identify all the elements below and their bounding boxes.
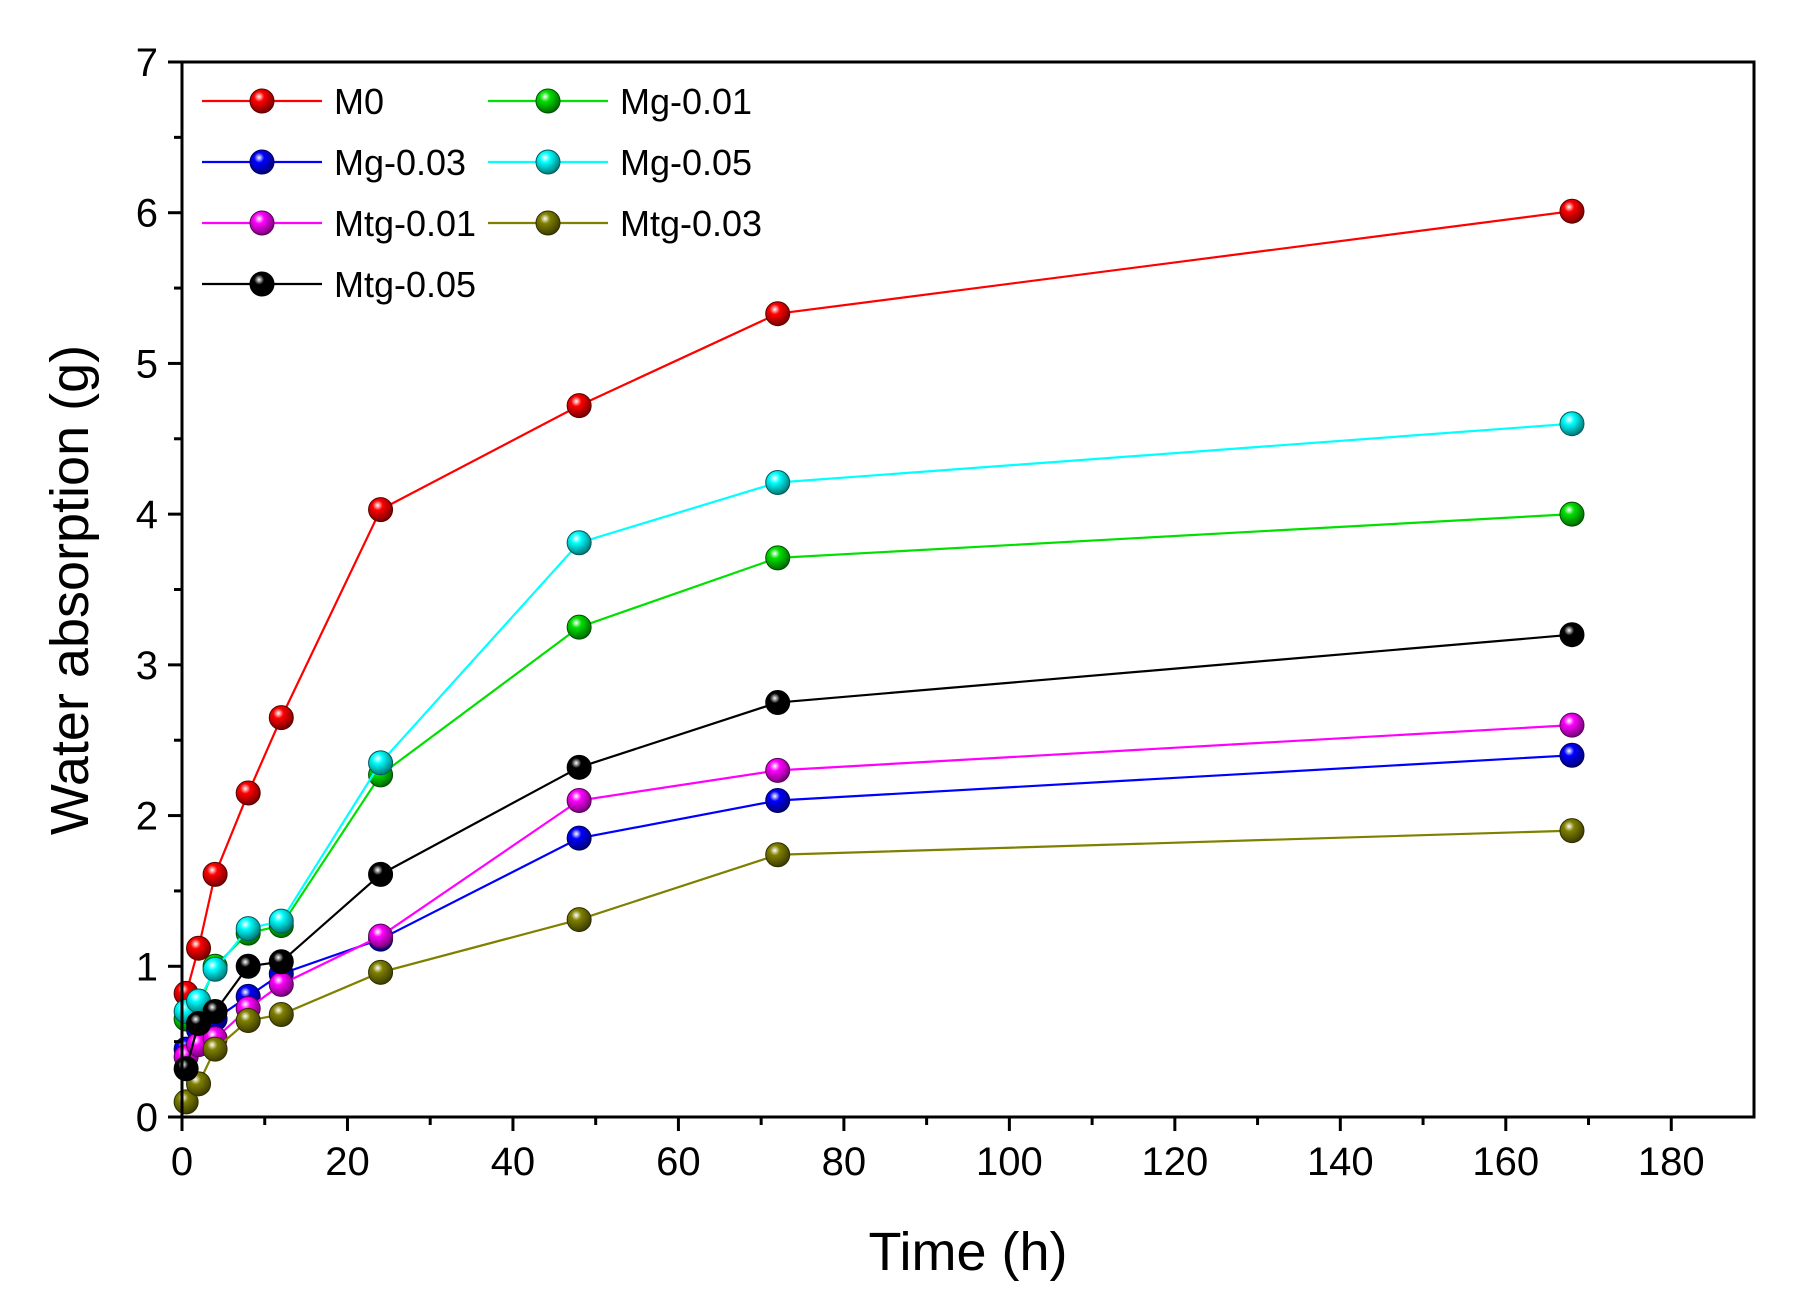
series-layer	[173, 198, 1585, 1115]
data-point	[765, 842, 791, 868]
series-line	[185, 724, 1573, 1058]
x-tick-label: 180	[1638, 1140, 1705, 1184]
data-point	[268, 705, 294, 731]
data-point	[765, 545, 791, 571]
series-line	[185, 422, 1573, 1013]
y-tick-label: 0	[136, 1096, 158, 1140]
y-tick-label: 3	[136, 644, 158, 688]
series-line	[185, 829, 1573, 1103]
data-point	[173, 1089, 199, 1115]
legend-label: Mtg-0.01	[334, 203, 476, 244]
data-point	[1559, 622, 1585, 648]
data-point	[235, 1008, 261, 1034]
legend-item: M0	[202, 81, 384, 122]
data-point	[566, 754, 592, 780]
legend-marker	[249, 88, 275, 114]
data-point	[368, 959, 394, 985]
series-mg-0-03	[173, 742, 1585, 1062]
data-point	[765, 469, 791, 495]
x-tick-label: 140	[1307, 1140, 1374, 1184]
data-point	[268, 1002, 294, 1028]
legend-marker	[535, 88, 561, 114]
x-tick-label: 0	[171, 1140, 193, 1184]
data-point	[202, 861, 228, 887]
legend-label: Mg-0.03	[334, 142, 466, 183]
legend-item: Mg-0.01	[488, 81, 752, 122]
data-point	[235, 916, 261, 942]
x-tick-label: 160	[1472, 1140, 1539, 1184]
data-point	[235, 780, 261, 806]
data-point	[1559, 198, 1585, 224]
data-point	[1559, 742, 1585, 768]
series-mg-0-05	[173, 411, 1585, 1024]
data-point	[202, 956, 228, 982]
data-point	[566, 614, 592, 640]
data-point	[1559, 411, 1585, 437]
data-point	[1559, 818, 1585, 844]
y-tick-label: 1	[136, 945, 158, 989]
data-point	[173, 1056, 199, 1082]
legend-marker	[249, 149, 275, 175]
legend-item: Mtg-0.03	[488, 203, 762, 244]
data-point	[566, 788, 592, 813]
series-mtg-0-03	[173, 818, 1585, 1115]
legend-item: Mg-0.05	[488, 142, 752, 183]
data-point	[765, 690, 791, 716]
x-axis-title: Time (h)	[869, 1222, 1068, 1282]
data-point	[202, 1036, 228, 1062]
data-point	[368, 861, 394, 887]
legend-item: Mtg-0.05	[202, 264, 476, 305]
data-point	[186, 935, 212, 961]
y-tick-label: 7	[136, 41, 158, 85]
legend-item: Mtg-0.01	[202, 203, 476, 244]
legend-label: Mtg-0.03	[620, 203, 762, 244]
legend-marker	[249, 271, 275, 297]
legend-label: Mg-0.01	[620, 81, 752, 122]
data-point	[268, 908, 294, 934]
series-line	[185, 210, 1573, 994]
x-tick-label: 80	[822, 1140, 867, 1184]
ticks-layer: 0 20 40 60 80 100 120 140 160 180 0 1 2 3 4 5 6 7	[136, 41, 1705, 1184]
legend-item: Mg-0.03	[202, 142, 466, 183]
data-point	[1559, 501, 1585, 527]
legend-marker	[249, 210, 275, 236]
data-point	[368, 750, 394, 776]
data-point	[368, 923, 394, 949]
series-line	[185, 754, 1573, 1050]
data-point	[765, 757, 791, 783]
series-mtg-0-05	[173, 622, 1585, 1082]
data-point	[202, 999, 228, 1024]
data-point	[268, 949, 294, 975]
data-point	[566, 825, 592, 851]
data-point	[566, 393, 592, 419]
data-point	[1559, 712, 1585, 738]
data-point	[765, 301, 791, 327]
data-point	[566, 907, 592, 933]
y-tick-label: 5	[136, 342, 158, 386]
legend-label: M0	[334, 81, 384, 122]
legend-label: Mg-0.05	[620, 142, 752, 183]
data-point	[368, 497, 394, 523]
legend: M0 Mg-0.01 Mg-0.03 Mg-0.05 Mtg-0.01 Mtg-0.03 M…	[202, 81, 762, 305]
data-point	[566, 530, 592, 556]
data-point	[235, 953, 261, 979]
x-tick-label: 60	[656, 1140, 701, 1184]
x-tick-label: 120	[1141, 1140, 1208, 1184]
x-tick-label: 100	[976, 1140, 1043, 1184]
x-tick-label: 20	[325, 1140, 370, 1184]
legend-label: Mtg-0.05	[334, 264, 476, 305]
legend-marker	[535, 210, 561, 236]
data-point	[765, 788, 791, 813]
y-axis-title: Water absorption (g)	[40, 345, 100, 835]
y-tick-label: 4	[136, 493, 158, 537]
y-tick-label: 2	[136, 795, 158, 839]
y-tick-label: 6	[136, 192, 158, 236]
x-tick-label: 40	[491, 1140, 536, 1184]
series-m0	[173, 198, 1585, 1006]
data-point	[268, 971, 294, 997]
legend-marker	[535, 149, 561, 175]
